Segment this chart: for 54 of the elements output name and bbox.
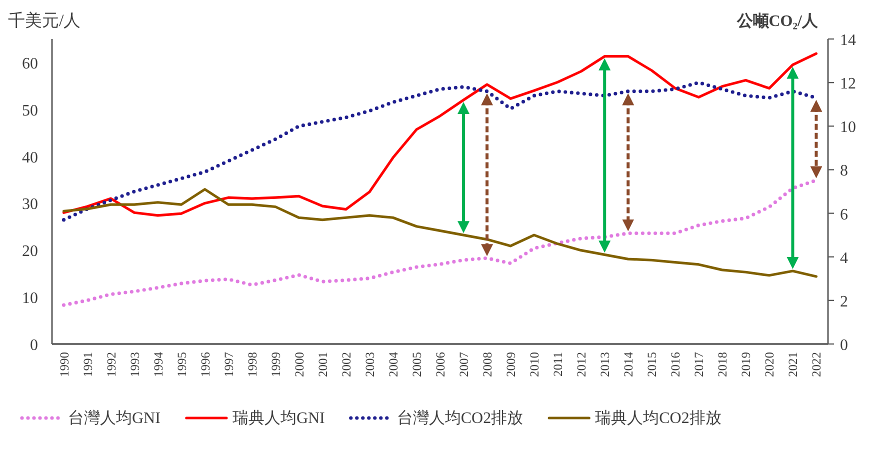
x-tick-label: 2011 (551, 352, 566, 377)
x-tick-label: 1990 (57, 352, 72, 377)
y-tick-label: 40 (22, 149, 38, 166)
y2-tick-label: 0 (840, 337, 848, 354)
x-tick-label: 2016 (668, 352, 683, 377)
x-tick-label: 1991 (80, 352, 95, 377)
legend-label: 台灣人均GNI (68, 409, 160, 427)
y-tick-label: 30 (22, 196, 38, 214)
x-tick-label: 2008 (480, 352, 495, 377)
y-tick-label: 0 (30, 337, 38, 354)
x-tick-label: 2001 (316, 352, 330, 377)
x-tick-label: 2006 (434, 352, 448, 377)
x-tick-label: 2020 (762, 352, 777, 377)
x-tick-label: 2000 (292, 352, 306, 377)
legend-label: 瑞典人均CO2排放 (595, 409, 722, 427)
y2-tick-label: 8 (840, 162, 848, 180)
x-tick-label: 2004 (386, 351, 400, 377)
x-tick-label: 1993 (128, 352, 142, 377)
x-tick-label: 1992 (104, 352, 118, 377)
x-tick-label: 2018 (716, 352, 730, 377)
x-tick-label: 2010 (528, 352, 542, 377)
y2-tick-label: 4 (840, 250, 848, 267)
x-tick-label: 1998 (245, 352, 260, 377)
x-tick-label: 2003 (362, 352, 377, 377)
x-tick-label: 1997 (222, 352, 236, 377)
x-tick-label: 1995 (174, 352, 189, 377)
y2-tick-label: 12 (840, 76, 856, 93)
x-tick-label: 2021 (786, 352, 800, 377)
y2-tick-label: 14 (840, 32, 856, 49)
y2-tick-label: 6 (840, 206, 848, 224)
x-tick-label: 2022 (810, 352, 824, 377)
x-tick-label: 2015 (645, 352, 660, 377)
x-tick-label: 2014 (622, 351, 636, 377)
x-tick-label: 2019 (739, 352, 754, 377)
x-tick-label: 2017 (692, 352, 706, 377)
y-axis-title: 千美元/人 (8, 11, 81, 30)
y-tick-label: 60 (22, 55, 38, 72)
x-tick-label: 2013 (598, 352, 612, 377)
x-tick-label: 2009 (504, 352, 518, 377)
y2-tick-label: 2 (840, 293, 848, 310)
y2-tick-label: 10 (840, 119, 856, 136)
y-tick-label: 50 (22, 102, 38, 120)
y-tick-label: 20 (22, 243, 38, 260)
x-tick-label: 2007 (457, 352, 472, 377)
x-tick-label: 1999 (268, 352, 283, 377)
x-tick-label: 1994 (151, 351, 166, 377)
y2-axis-title: 公噸CO₂/人 (736, 12, 819, 30)
legend-label: 瑞典人均GNI (232, 409, 325, 427)
x-tick-label: 2005 (410, 352, 424, 377)
x-tick-label: 2002 (339, 352, 354, 377)
x-tick-label: 2012 (574, 352, 589, 377)
x-tick-label: 1996 (198, 352, 212, 377)
y-tick-label: 10 (22, 290, 38, 308)
legend-label: 台灣人均CO2排放 (396, 409, 524, 427)
